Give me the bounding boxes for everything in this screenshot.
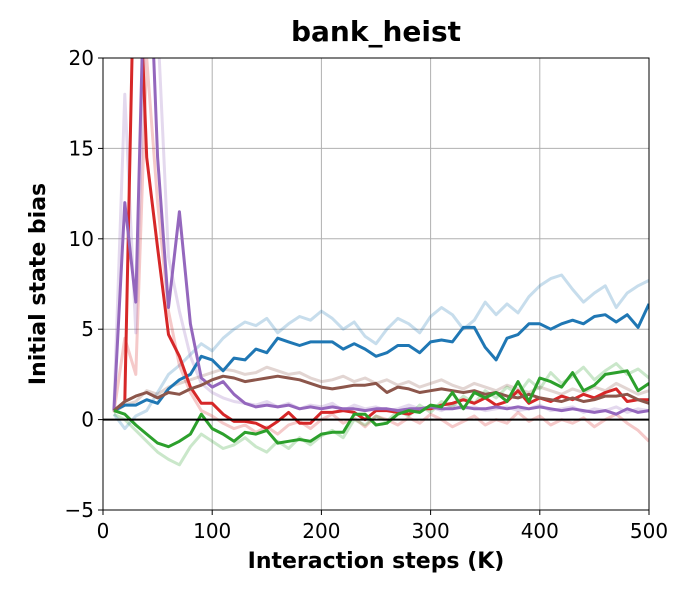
series-line xyxy=(113,303,649,412)
y-tick-label: 0 xyxy=(81,408,94,432)
series-line xyxy=(113,369,649,449)
chart-title: bank_heist xyxy=(291,15,461,48)
y-tick-label: 10 xyxy=(69,227,94,251)
plot-lines xyxy=(103,58,649,467)
x-tick-label: 300 xyxy=(412,519,450,543)
x-tick-label: 400 xyxy=(521,519,559,543)
x-axis-label: Interaction steps (K) xyxy=(248,549,505,574)
y-tick-label: −5 xyxy=(65,498,94,522)
x-tick-label: 200 xyxy=(302,519,340,543)
y-tick-label: 20 xyxy=(69,46,94,70)
x-tick-label: 0 xyxy=(97,519,110,543)
plot-frame xyxy=(102,57,650,511)
x-tick-label: 100 xyxy=(193,519,231,543)
y-tick-label: 15 xyxy=(69,136,94,160)
series-line xyxy=(112,58,649,416)
y-tick-label: 5 xyxy=(81,317,94,341)
series-line xyxy=(112,374,649,412)
y-axis-label: Initial state bias xyxy=(26,183,51,385)
series-line xyxy=(112,273,649,431)
series-line xyxy=(112,58,649,431)
series-line xyxy=(113,365,649,414)
x-tick-label: 500 xyxy=(630,519,668,543)
